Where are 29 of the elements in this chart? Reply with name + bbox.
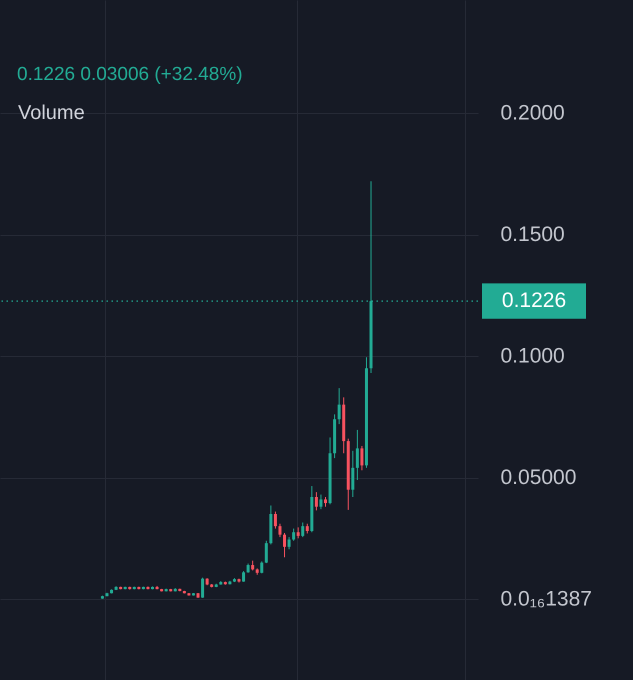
y-tick-label: 0.1000 (500, 344, 565, 368)
candlestick (338, 388, 341, 425)
candlestick (274, 511, 277, 530)
candlestick (360, 445, 364, 471)
candlestick (278, 523, 282, 538)
candlestick (319, 494, 322, 510)
candlestick (242, 570, 246, 582)
y-tick-label: 0.2000 (500, 102, 565, 125)
candlestick (260, 560, 264, 574)
candlestick (251, 560, 254, 571)
candlestick (292, 528, 296, 542)
candlestick (283, 532, 286, 558)
text: 0.1226 0.03006 (+32.48%) (17, 64, 243, 85)
annotation: Volume (18, 102, 85, 124)
ref-line-label: 0.1226 (502, 289, 566, 312)
y-tick-label: 0.0₁₆1387 (500, 588, 592, 611)
y-tick-label: 0.05000 (500, 466, 576, 490)
candlestick (314, 492, 318, 511)
y-tick-label: 0.1500 (500, 223, 565, 246)
candlestick (296, 526, 300, 539)
candlestick (301, 522, 304, 538)
candlestick (324, 496, 327, 508)
candlestick (306, 523, 309, 534)
candlestick (351, 450, 354, 498)
candlestick (264, 540, 268, 564)
candlestick (288, 536, 291, 550)
candlestick (356, 429, 359, 480)
candlestick (201, 577, 204, 598)
candlestick (246, 563, 250, 574)
